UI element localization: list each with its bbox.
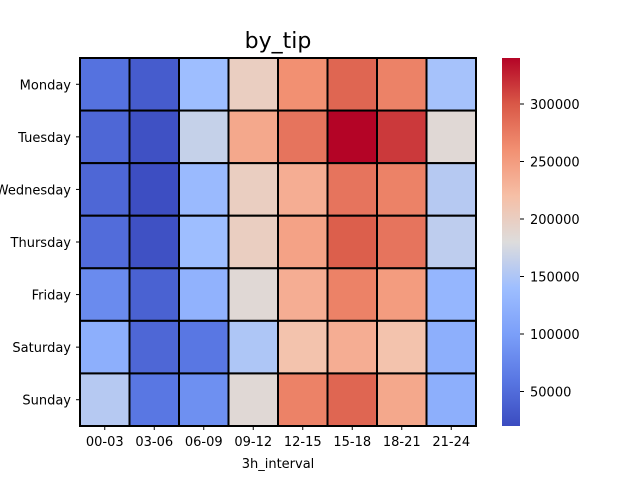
- heatmap-cell: [425, 267, 477, 322]
- heatmap-cell: [326, 214, 378, 270]
- heatmap-cell: [277, 372, 329, 427]
- heatmap-cell: [79, 267, 131, 322]
- heatmap-cell: [128, 57, 180, 112]
- heatmap-cell: [227, 372, 279, 427]
- heatmap-cell: [326, 57, 378, 112]
- heatmap-cell: [128, 109, 180, 165]
- heatmap-cell: [227, 267, 279, 322]
- heatmap-cell: [376, 57, 428, 112]
- heatmap-cell: [128, 319, 180, 375]
- heatmap-cell: [227, 57, 279, 112]
- y-tick-label: Thursday: [10, 236, 72, 251]
- heatmap-cell: [277, 109, 329, 165]
- heatmap-cell: [425, 109, 477, 165]
- colorbar: [502, 58, 520, 426]
- heatmap-cell: [326, 319, 378, 375]
- heatmap-cell: [178, 109, 230, 165]
- x-axis-label: 3h_interval: [242, 457, 315, 472]
- heatmap-cell: [425, 162, 477, 217]
- heatmap-cell: [277, 214, 329, 270]
- x-tick-label: 12-15: [284, 435, 322, 450]
- heatmap-cell: [376, 319, 428, 375]
- x-tick-label: 09-12: [234, 435, 272, 450]
- heatmap-cell: [178, 319, 230, 375]
- x-tick-label: 06-09: [185, 435, 223, 450]
- heatmap-cell: [277, 267, 329, 322]
- colorbar-tick-label: 100000: [530, 328, 580, 343]
- heatmap-cell: [425, 214, 477, 270]
- heatmap-cell: [227, 319, 279, 375]
- heatmap-cell: [178, 57, 230, 112]
- heatmap-cell: [178, 267, 230, 322]
- colorbar-tick-label: 50000: [530, 386, 571, 401]
- heatmap-cell: [277, 319, 329, 375]
- x-tick-label: 15-18: [333, 435, 371, 450]
- x-tick-label: 18-21: [383, 435, 421, 450]
- heatmap-cell: [326, 109, 378, 165]
- heatmap-cell: [79, 109, 131, 165]
- colorbar-ticks: 50000 100000 150000 200000 250000 300000: [520, 98, 580, 401]
- heatmap-cell: [79, 319, 131, 375]
- heatmap-cell: [178, 372, 230, 427]
- heatmap-cell: [326, 372, 378, 427]
- x-axis-ticks: 00-03 03-06 06-09 09-12 12-15 15-18 18-21 21-24: [86, 426, 470, 450]
- heatmap-cell: [376, 372, 428, 427]
- heatmap-cell: [227, 214, 279, 270]
- colorbar-tick-label: 300000: [530, 98, 580, 113]
- heatmap-cell: [277, 57, 329, 112]
- y-tick-label: Friday: [32, 289, 72, 304]
- heatmap-cell: [376, 214, 428, 270]
- x-tick-label: 00-03: [86, 435, 124, 450]
- heatmap-cell: [128, 372, 180, 427]
- heatmap-cell: [178, 214, 230, 270]
- heatmap-cell: [128, 162, 180, 217]
- heatmap-cell: [326, 267, 378, 322]
- x-tick-label: 03-06: [135, 435, 173, 450]
- heatmap-cell: [79, 162, 131, 217]
- y-tick-label: Tuesday: [17, 131, 71, 146]
- chart-title: by_tip: [245, 29, 312, 54]
- heatmap-cell: [425, 57, 477, 112]
- heatmap-cell: [425, 319, 477, 375]
- heatmap-cell: [326, 162, 378, 217]
- heatmap-cell: [79, 372, 131, 427]
- heatmap-cell: [425, 372, 477, 427]
- colorbar-tick-label: 200000: [530, 213, 580, 228]
- y-tick-label: Wednesday: [0, 183, 71, 198]
- heatmap-cell: [376, 267, 428, 322]
- heatmap-cell: [79, 214, 131, 270]
- colorbar-tick-label: 250000: [530, 156, 580, 171]
- heatmap-cell: [178, 162, 230, 217]
- heatmap-cell: [376, 109, 428, 165]
- heatmap-cell: [128, 214, 180, 270]
- y-tick-label: Monday: [20, 78, 72, 93]
- heatmap-cells: [79, 57, 477, 427]
- heatmap-cell: [376, 162, 428, 217]
- heatmap-cell: [79, 57, 131, 112]
- x-tick-label: 21-24: [432, 435, 470, 450]
- colorbar-tick-label: 150000: [530, 271, 580, 286]
- heatmap-cell: [277, 162, 329, 217]
- y-tick-label: Saturday: [12, 341, 71, 356]
- heatmap-cell: [128, 267, 180, 322]
- heatmap-cell: [227, 162, 279, 217]
- y-axis-ticks: Monday Tuesday Wednesday Thursday Friday Satu…: [0, 78, 80, 409]
- heatmap-cell: [227, 109, 279, 165]
- y-tick-label: Sunday: [22, 394, 71, 409]
